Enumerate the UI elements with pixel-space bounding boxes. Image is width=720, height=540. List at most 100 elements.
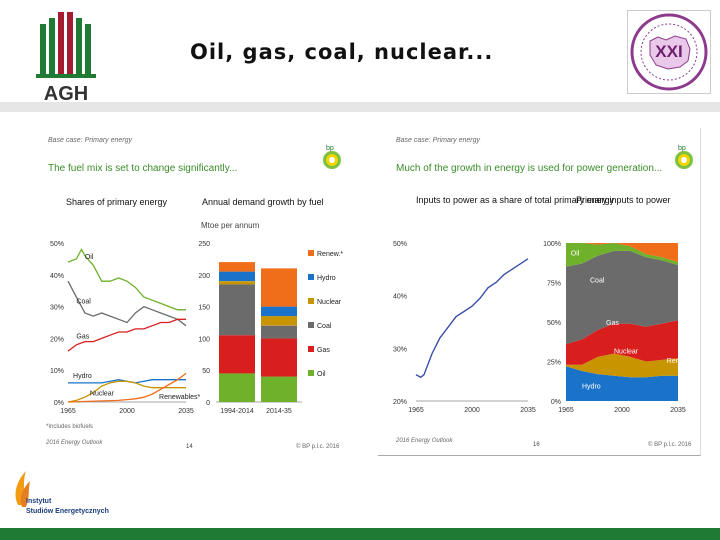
y-tick-label: 50 <box>202 368 210 375</box>
y-tick-label: 40% <box>393 294 407 301</box>
area-label: Oil <box>571 251 580 258</box>
bar-coal <box>261 325 297 339</box>
left-sub-right: Annual demand growth by fuel <box>202 197 324 207</box>
bar-gas <box>219 335 255 374</box>
series-label: Coal <box>76 298 91 305</box>
y-tick-label: 30% <box>50 305 64 312</box>
y-tick-label: 30% <box>393 346 407 353</box>
legend-swatch <box>308 346 314 352</box>
area-hydro <box>566 366 678 401</box>
bp-text-right: bp <box>678 145 686 152</box>
left-case-label: Base case: Primary energy <box>48 137 133 144</box>
legend-label: Oil <box>317 371 326 378</box>
right-case-label: Base case: Primary energy <box>396 137 481 144</box>
bp-logo-right <box>675 151 693 169</box>
seal-text: XXI <box>655 42 682 61</box>
y-tick-label: 0% <box>551 399 561 406</box>
y-tick-label: 250 <box>198 241 210 248</box>
legend-label: Renew.* <box>317 251 343 258</box>
bar-oil <box>261 376 297 402</box>
bar-renew <box>219 262 255 272</box>
shares-line-chart: 0% 10% 20% 30% 40% 50% 1965 2000 2035 Oil Coal Gas H… <box>50 241 201 415</box>
y-tick-label: 50% <box>547 320 561 327</box>
series-label: Hydro <box>73 373 92 380</box>
y-tick-label: 75% <box>547 281 561 288</box>
agh-logo-text: AGH <box>44 83 88 104</box>
series-line-renewables <box>67 372 187 403</box>
bar-nuclear <box>219 281 255 285</box>
demand-growth-bar-chart: 0 50 100 150 200 250 1994-2014 2014-35 Renew.* Hy… <box>198 241 343 415</box>
bar-oil <box>219 373 255 402</box>
category-label: 2014-35 <box>266 408 292 415</box>
footer-strip <box>0 528 720 540</box>
institute-line2: Studiów Energetycznych <box>26 508 109 515</box>
right-sub-left: Inputs to power as a share of total prim… <box>416 195 615 205</box>
right-copyright: © BP p.l.c. 2016 <box>648 441 692 448</box>
bar-renew <box>261 268 297 307</box>
header-divider <box>0 102 720 112</box>
y-tick-label: 0 <box>206 400 210 407</box>
area-label: Hydro <box>582 383 601 390</box>
right-chart-panel: Base case: Primary energy bp Much of the… <box>378 128 701 456</box>
area-label: Gas <box>606 320 619 327</box>
series-line-oil <box>67 248 186 311</box>
bar-hydro <box>261 306 297 317</box>
left-headline: The fuel mix is set to change significan… <box>48 163 237 174</box>
right-sub-right: Primary inputs to power <box>576 195 671 205</box>
area-label: Coal <box>590 278 605 285</box>
left-source: 2016 Energy Outlook <box>45 440 103 446</box>
series-line-gas <box>67 318 186 352</box>
agh-logo: AGH <box>36 12 96 104</box>
legend-swatch <box>308 274 314 280</box>
y-tick-label: 100% <box>543 241 561 248</box>
legend-swatch <box>308 322 314 328</box>
area-oil <box>566 243 678 267</box>
area-coal <box>566 250 678 345</box>
power-inputs-area-chart: 0% 25% 50% 75% 100% Hydro Nuclear Gas Coal Oil Ren… <box>543 241 690 414</box>
left-page: 14 <box>186 444 193 450</box>
area-label: Renew. <box>667 358 690 365</box>
agh-logo-bars <box>36 12 96 78</box>
y-tick-label: 10% <box>50 368 64 375</box>
x-tick-label: 2000 <box>614 407 630 414</box>
series-line-nuclear <box>67 380 186 403</box>
seal-logo: XXI <box>627 10 711 94</box>
legend-swatch <box>308 370 314 376</box>
legend-label: Nuclear <box>317 299 342 306</box>
legend-swatch <box>308 298 314 304</box>
left-chart-panel: Base case: Primary energy bp The fuel mi… <box>36 128 349 455</box>
x-tick-label: 2000 <box>464 407 480 414</box>
x-tick-label: 1965 <box>408 407 424 414</box>
bar-hydro <box>219 271 255 282</box>
y-tick-label: 200 <box>198 273 210 280</box>
left-sub-left: Shares of primary energy <box>66 197 168 207</box>
y-tick-label: 20% <box>393 399 407 406</box>
x-tick-label: 2035 <box>670 407 686 414</box>
x-tick-label: 1965 <box>558 407 574 414</box>
y-tick-label: 0% <box>54 400 64 407</box>
right-page: 16 <box>533 442 540 448</box>
y-tick-label: 20% <box>50 336 64 343</box>
area-label: Nuclear <box>614 349 639 356</box>
series-label: Gas <box>76 333 89 340</box>
category-label: 1994-2014 <box>220 408 254 415</box>
right-headline: Much of the growth in energy is used for… <box>396 163 662 174</box>
left-unit: Mtoe per annum <box>201 221 260 230</box>
y-tick-label: 25% <box>547 360 561 367</box>
x-tick-label: 1965 <box>60 408 76 415</box>
bar-coal <box>219 284 255 336</box>
legend-swatch <box>308 250 314 256</box>
y-tick-label: 150 <box>198 305 210 312</box>
legend-label: Hydro <box>317 275 336 282</box>
bar-gas <box>261 338 297 377</box>
series-label: Nuclear <box>90 391 115 398</box>
bar-nuclear <box>261 316 297 326</box>
right-source: 2016 Energy Outlook <box>395 438 453 444</box>
series-line-power-share <box>415 258 529 379</box>
header-bar <box>0 0 720 100</box>
power-share-line-chart: 20% 30% 40% 50% 1965 2000 2035 <box>393 241 536 414</box>
x-tick-label: 2035 <box>178 408 194 415</box>
institute-line1: Instytut <box>26 498 52 505</box>
area-renew <box>566 243 678 262</box>
series-label: Oil <box>85 254 94 261</box>
